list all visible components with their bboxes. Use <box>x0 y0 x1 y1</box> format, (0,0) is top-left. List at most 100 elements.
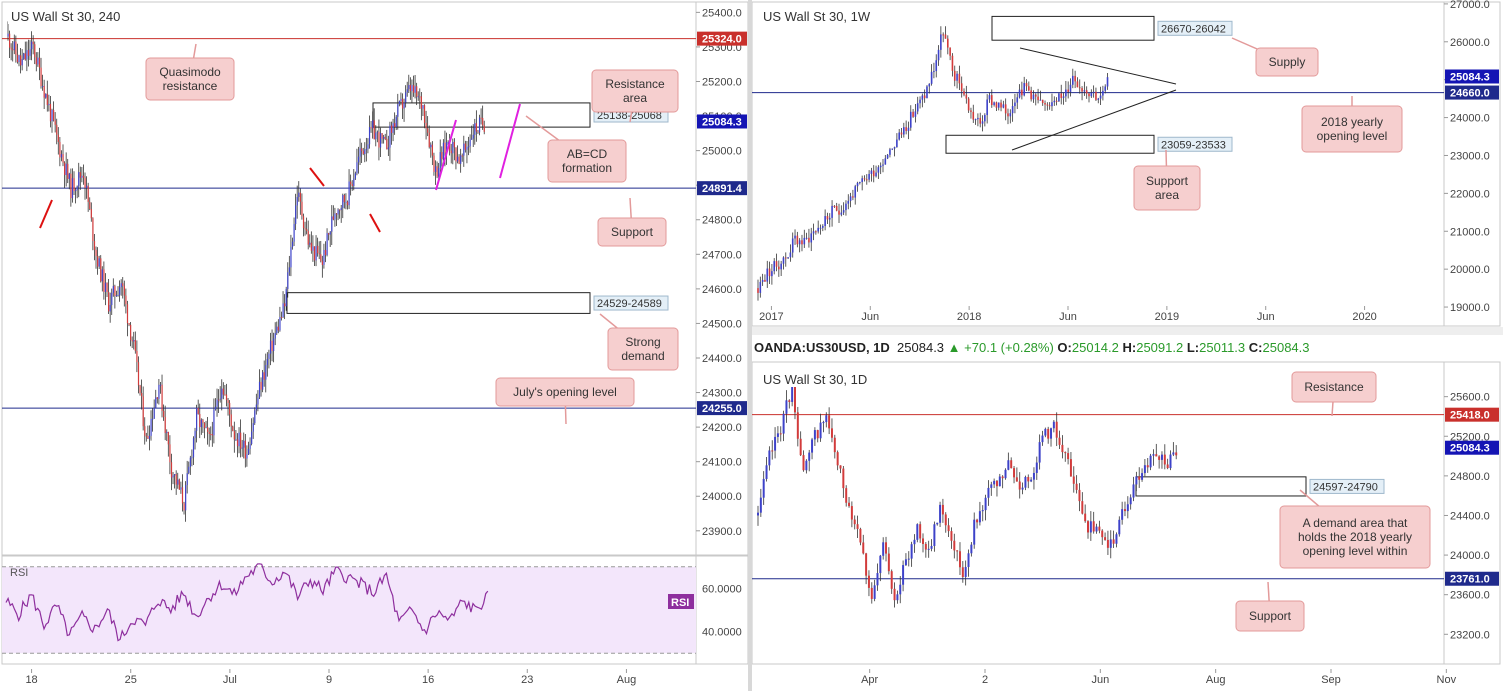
candle-body <box>1021 487 1024 490</box>
candle-body <box>873 585 876 599</box>
candle-body <box>172 475 174 478</box>
candle-body <box>1141 473 1144 480</box>
candle-body <box>791 238 794 253</box>
candle-body <box>981 121 984 124</box>
y-tick-label: 25600.0 <box>1450 392 1490 404</box>
candle-body <box>1067 453 1070 460</box>
level-badge <box>697 401 747 416</box>
resistance-area-callout-box <box>591 69 679 113</box>
candle-body <box>29 49 31 56</box>
candle-body <box>1018 481 1021 490</box>
candle-body <box>299 192 301 202</box>
candle-body <box>839 465 842 469</box>
candle-body <box>219 398 221 400</box>
header-c: 25084.3 <box>1262 340 1310 355</box>
x-tick-label: Nov <box>1437 674 1457 686</box>
candle-body <box>916 524 919 540</box>
candle-body <box>984 115 986 122</box>
candle-body <box>872 170 875 177</box>
candle-body <box>865 553 868 576</box>
candle-body <box>37 57 39 65</box>
candle-body <box>905 127 907 132</box>
candle-body <box>902 565 905 585</box>
candle-body <box>1014 102 1016 107</box>
candle-body <box>766 268 769 282</box>
candle-body <box>904 559 907 566</box>
candle-body <box>57 134 59 142</box>
abcd-callout-box <box>547 139 627 183</box>
y-tick-label: 24000.0 <box>1450 113 1490 125</box>
candle-body <box>64 162 66 176</box>
candle-body <box>200 419 202 428</box>
candle-body <box>1081 501 1084 514</box>
candle-body <box>1060 93 1063 98</box>
candle-body <box>930 545 933 549</box>
candle-body <box>875 172 877 177</box>
candle-body <box>269 340 272 354</box>
y-tick-label: 24400.0 <box>1450 510 1490 522</box>
candle-body <box>862 542 865 554</box>
candle-body <box>15 41 17 55</box>
candle-body <box>46 93 48 106</box>
candle-body <box>304 228 306 230</box>
candle-body <box>1039 99 1042 101</box>
candle-body <box>849 196 852 201</box>
candle-body <box>907 127 910 132</box>
candle-body <box>988 95 991 100</box>
candle-body <box>867 575 870 588</box>
candle-body <box>870 587 873 599</box>
candle-body <box>471 138 473 140</box>
candle-body <box>1041 99 1044 104</box>
last-price-badge <box>697 114 747 129</box>
candle-body <box>833 437 836 453</box>
candle-body <box>979 117 982 124</box>
candle-body <box>40 67 42 87</box>
candle-body <box>158 384 160 399</box>
candle-body <box>141 393 143 397</box>
candle-body <box>197 407 199 414</box>
candle-body <box>1101 530 1104 538</box>
candle-body <box>185 485 187 511</box>
candle-body <box>1030 479 1033 482</box>
candle-body <box>1092 521 1095 532</box>
candle-body <box>1138 476 1141 480</box>
candle-body <box>801 240 803 245</box>
candle-body <box>155 397 157 408</box>
candle-body <box>441 152 443 160</box>
y-tick-label: 25000.0 <box>702 146 742 158</box>
candle-body <box>768 450 771 466</box>
candle-body <box>953 540 956 551</box>
magenta-arrow-icon <box>499 103 521 179</box>
candle-body <box>1118 519 1121 535</box>
candle-body <box>401 98 404 109</box>
candle-body <box>65 163 67 176</box>
header-o: 25014.2 <box>1071 340 1119 355</box>
header-change: +70.1 (+0.28%) <box>964 340 1054 355</box>
candle-body <box>889 149 891 155</box>
level-badge-label: 24255.0 <box>702 403 742 415</box>
candle-body <box>856 524 859 529</box>
candle-body <box>937 49 940 61</box>
candle-body <box>282 303 284 318</box>
candle-body <box>307 231 309 245</box>
candle-body <box>427 128 429 133</box>
candle-body <box>830 428 833 438</box>
candle-body <box>1085 90 1088 94</box>
candle-body <box>75 190 77 192</box>
support-area-callout-text: area <box>1155 188 1179 202</box>
candle-body <box>317 245 319 254</box>
candle-body <box>191 457 193 459</box>
candle-body <box>840 212 843 215</box>
candle-body <box>856 182 859 187</box>
support-area-callout-box <box>1133 165 1201 211</box>
candle-body <box>38 57 41 68</box>
candle-body <box>1075 483 1078 490</box>
candle-body <box>882 542 885 556</box>
candle-body <box>764 279 766 282</box>
candle-body <box>136 350 138 363</box>
candle-body <box>449 142 451 151</box>
candle-body <box>112 285 114 293</box>
candle-body <box>106 282 108 292</box>
candle-body <box>870 170 873 174</box>
july-open-callout-text: July's opening level <box>513 385 617 399</box>
